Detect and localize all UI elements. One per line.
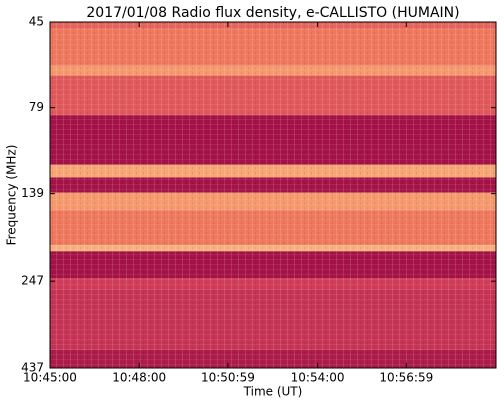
x-tick-label: 10:56:59: [379, 371, 433, 385]
y-tick-label: 79: [29, 100, 44, 114]
x-axis-label: Time (UT): [243, 385, 303, 399]
x-tick-label: 10:45:00: [23, 371, 77, 385]
y-axis-label: Frequency (MHz): [5, 145, 19, 246]
y-tick-label: 437: [21, 361, 44, 375]
y-tick-label: 45: [29, 15, 44, 29]
x-tick-label: 10:54:00: [291, 371, 345, 385]
x-tick-label: 10:50:59: [201, 371, 255, 385]
texture: [50, 22, 496, 368]
x-tick-label: 10:48:00: [112, 371, 166, 385]
y-tick-label: 247: [21, 274, 44, 288]
plot-frame: [49, 21, 497, 369]
y-tick-label: 139: [21, 186, 44, 200]
chart-title: 2017/01/08 Radio flux density, e-CALLIST…: [86, 5, 459, 21]
